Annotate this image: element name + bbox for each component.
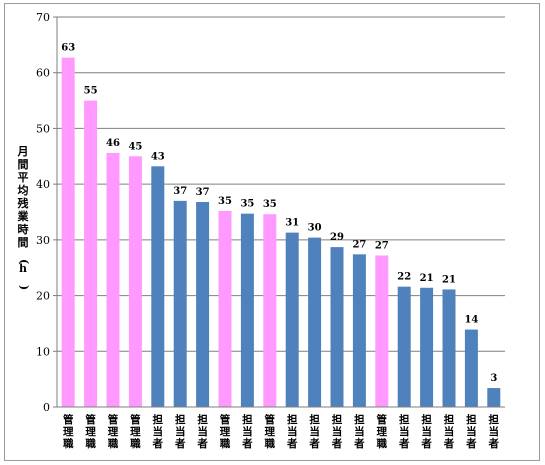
data-label: 37 [173,186,187,197]
bar [442,289,456,407]
bar [240,213,254,407]
data-label: 63 [61,43,75,54]
bar [218,210,232,407]
bar [285,232,299,407]
category-label: 管理職 [85,413,96,450]
category-label: 管理職 [63,413,74,450]
category-label: 担当者 [241,413,253,450]
y-tick-label: 30 [36,234,50,247]
y-tick-label: 50 [36,122,50,135]
data-label: 31 [285,218,299,229]
gridlines [57,16,505,352]
category-label: 担当者 [443,413,455,450]
bar [263,214,277,407]
data-label: 35 [218,196,232,207]
bar [151,166,165,407]
data-label: 45 [128,141,142,152]
y-tick-label: 0 [43,401,50,414]
data-label: 30 [308,223,322,234]
bars [61,57,501,408]
data-label: 21 [420,273,434,284]
data-label: 37 [196,187,210,198]
bar [420,287,434,407]
data-label: 14 [464,315,478,326]
category-label: 管理職 [265,413,276,450]
category-label: 担当者 [308,413,320,450]
bar [106,152,120,407]
bar [84,100,98,408]
y-tick-label: 40 [36,178,50,191]
data-label: 46 [106,138,120,149]
bar [375,255,389,407]
bar [173,200,187,407]
category-label: 担当者 [331,413,343,450]
category-label: 担当者 [465,413,477,450]
data-label: 27 [352,239,366,250]
y-tick-label: 60 [36,67,50,80]
data-label: 22 [397,272,411,283]
bar [61,57,75,408]
data-label: 55 [84,86,98,97]
category-labels: 管理職管理職管理職管理職担当者担当者担当者管理職担当者管理職担当者担当者担当者担… [63,413,500,450]
bar [196,201,210,407]
category-label: 担当者 [488,413,500,450]
category-label: 管理職 [220,413,231,450]
category-label: 担当者 [286,413,298,450]
data-labels: 63 55 46 45 43 37 37 35 35 35 31 30 29 27 27 22 21 21 14 3 [61,43,497,384]
category-label: 担当者 [196,413,208,450]
category-label: 担当者 [174,413,186,450]
data-label: 35 [240,199,254,210]
category-label: 担当者 [420,413,432,450]
category-label: 管理職 [377,413,388,450]
y-tick-label: 20 [36,290,50,303]
chart-frame: 0 10 20 30 40 50 60 70 63 55 46 45 43 37 37 35 35 35 31 30… [4,3,540,461]
bar [308,237,322,407]
data-label: 29 [330,232,344,243]
bar [464,329,478,407]
axes [56,17,505,408]
category-label: 担当者 [152,413,164,450]
category-label: 担当者 [398,413,410,450]
data-label: 27 [375,240,389,251]
category-label: 管理職 [130,413,141,450]
y-tick-label: 70 [36,11,50,24]
y-axis-label: 月間平均残業時間(h) [17,145,31,290]
data-label: 43 [151,151,165,162]
data-label: 35 [263,199,277,210]
bar [128,156,142,407]
bar [487,388,501,407]
bar [397,286,411,407]
y-tick-label: 10 [36,345,50,358]
bar [352,254,366,407]
y-axis-ticks: 0 10 20 30 40 50 60 70 [36,11,57,414]
data-label: 3 [490,373,497,384]
category-label: 担当者 [353,413,365,450]
data-label: 21 [442,274,456,285]
category-label: 管理職 [108,413,119,450]
bar [330,247,344,407]
